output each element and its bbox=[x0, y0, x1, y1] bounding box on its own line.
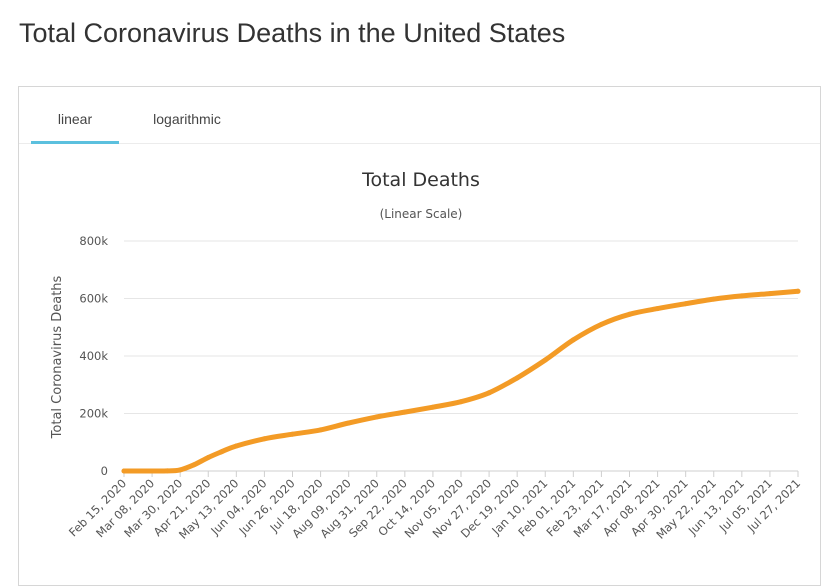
data-point bbox=[570, 337, 576, 343]
chart-panel: linear logarithmic Total Deaths (Linear … bbox=[18, 86, 821, 586]
data-point bbox=[739, 293, 745, 299]
data-point bbox=[655, 306, 661, 312]
y-axis-ticks: 0 200k 400k 600k 800k bbox=[79, 234, 108, 478]
data-point bbox=[191, 462, 197, 468]
y-tick-label: 400k bbox=[79, 349, 108, 363]
chart-subtitle: (Linear Scale) bbox=[380, 207, 463, 221]
data-point bbox=[627, 311, 632, 317]
data-point bbox=[711, 296, 717, 302]
page-title: Total Coronavirus Deaths in the United S… bbox=[19, 18, 566, 48]
data-point bbox=[430, 404, 436, 410]
y-tick-label: 600k bbox=[79, 292, 108, 306]
chart-title: Total Deaths bbox=[361, 169, 480, 191]
data-point bbox=[486, 390, 492, 396]
data-point bbox=[346, 420, 352, 426]
data-point bbox=[374, 414, 380, 420]
data-point bbox=[219, 448, 225, 454]
data-point bbox=[514, 375, 520, 381]
data-point bbox=[261, 436, 267, 442]
data-point bbox=[290, 431, 295, 437]
tab-logarithmic[interactable]: logarithmic bbox=[153, 111, 221, 127]
y-tick-label: 0 bbox=[101, 464, 108, 478]
y-tick-label: 200k bbox=[79, 407, 108, 421]
data-point bbox=[767, 291, 773, 297]
line-chart: Total Deaths (Linear Scale) Total Corona… bbox=[50, 169, 803, 542]
scale-tabs: linear logarithmic bbox=[19, 87, 820, 144]
series-group bbox=[121, 288, 801, 474]
y-tick-label: 800k bbox=[79, 234, 108, 248]
data-point bbox=[795, 288, 801, 294]
data-point bbox=[233, 443, 239, 449]
data-point bbox=[542, 357, 548, 363]
data-point bbox=[164, 468, 170, 474]
tab-linear[interactable]: linear bbox=[31, 87, 119, 144]
data-point bbox=[318, 427, 324, 433]
data-point bbox=[598, 321, 604, 327]
data-point bbox=[402, 409, 408, 415]
data-point bbox=[121, 468, 127, 474]
data-point bbox=[149, 468, 155, 474]
data-point bbox=[205, 455, 211, 460]
data-point bbox=[458, 399, 464, 405]
gridlines bbox=[124, 240, 798, 472]
y-axis-label: Total Coronavirus Deaths bbox=[50, 275, 65, 439]
data-point bbox=[177, 467, 183, 473]
data-point bbox=[683, 301, 689, 307]
series-line bbox=[121, 288, 801, 474]
